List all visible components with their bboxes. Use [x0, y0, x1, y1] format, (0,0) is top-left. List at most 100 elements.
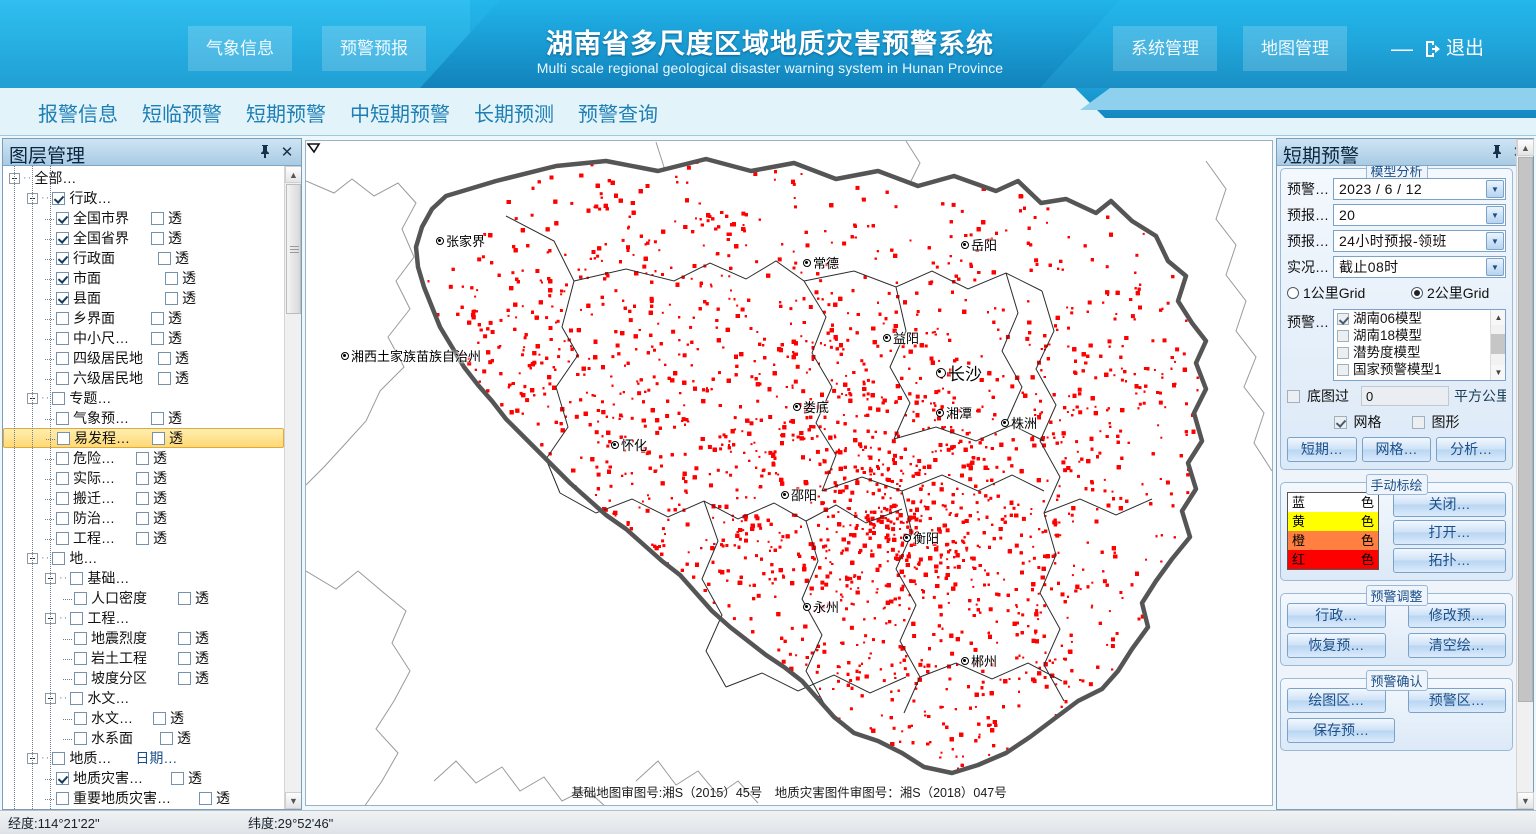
checkbox-icon[interactable]	[136, 471, 149, 485]
restore-warning-button[interactable]: 恢复预…	[1287, 633, 1386, 658]
open-plot-button[interactable]: 打开…	[1393, 520, 1506, 545]
transparency-toggle[interactable]: 透	[160, 728, 191, 748]
layer-tree-row[interactable]: 地质灾害… 透	[3, 768, 284, 788]
administrative-button[interactable]: 行政…	[1287, 603, 1386, 628]
layer-tree-row[interactable]: 人口密度 透	[3, 588, 284, 608]
forecast-type-combo[interactable]: 24小时预报-领班 ▼	[1333, 230, 1506, 252]
close-icon[interactable]: ✕	[280, 144, 294, 161]
grid-button[interactable]: 网格…	[1361, 437, 1432, 462]
layer-tree-row[interactable]: 水系面 透	[3, 728, 284, 748]
layer-tree-row[interactable]: 行政面 透	[3, 248, 284, 268]
transparency-toggle[interactable]: 透	[151, 228, 182, 248]
layer-tree-row[interactable]: 全国市界 透	[3, 208, 284, 228]
checkbox-icon[interactable]	[56, 491, 69, 505]
layer-tree-row[interactable]: 坡度分区 透	[3, 668, 284, 688]
checkbox-icon[interactable]	[56, 271, 69, 285]
checkbox-icon[interactable]	[74, 591, 87, 605]
layer-tree-row[interactable]: 重要地质灾害… 透	[3, 788, 284, 808]
chevron-down-icon[interactable]: ▼	[1486, 206, 1504, 224]
checkbox-icon[interactable]	[57, 431, 70, 445]
transparency-toggle[interactable]: 透	[136, 468, 167, 488]
layer-tree-row[interactable]: 气象预… 透	[3, 408, 284, 428]
checkbox-icon[interactable]	[56, 371, 69, 385]
layer-tree-row[interactable]: 搬迁… 透	[3, 488, 284, 508]
model-list-item[interactable]: 湖南18模型	[1334, 327, 1505, 344]
checkbox-icon[interactable]	[52, 391, 66, 405]
checkbox-icon[interactable]	[171, 771, 184, 785]
transparency-toggle[interactable]: 透	[178, 648, 209, 668]
checkbox-icon[interactable]	[74, 671, 87, 685]
color-legend-row[interactable]: 蓝色	[1288, 493, 1378, 512]
checkbox-icon[interactable]	[136, 531, 149, 545]
pin-icon[interactable]	[256, 144, 274, 162]
checkbox-icon[interactable]	[158, 351, 171, 365]
warning-forecast-button[interactable]: 预警预报	[322, 26, 426, 71]
layer-tree-row[interactable]: 全国省界 透	[3, 228, 284, 248]
checkbox-icon[interactable]	[1337, 346, 1349, 359]
transparency-toggle[interactable]: 透	[178, 588, 209, 608]
map-management-button[interactable]: 地图管理	[1243, 26, 1347, 71]
scroll-up-icon[interactable]: ▲	[285, 166, 301, 183]
pin-icon[interactable]	[1488, 144, 1506, 162]
transparency-toggle[interactable]: 透	[178, 668, 209, 688]
warning-area-button[interactable]: 预警区…	[1407, 688, 1506, 713]
scroll-thumb[interactable]	[286, 184, 301, 314]
chevron-down-icon[interactable]: ▼	[1486, 258, 1504, 276]
transparency-toggle[interactable]: 透	[151, 308, 182, 328]
close-plot-button[interactable]: 关闭…	[1393, 492, 1506, 517]
checkbox-icon[interactable]	[178, 651, 191, 665]
warning-panel-scrollbar[interactable]: ▲ ▼	[1516, 139, 1534, 809]
layer-tree-row[interactable]: 市面 透	[3, 268, 284, 288]
scroll-up-icon[interactable]: ▲	[1491, 310, 1505, 325]
basemap-filter-checkbox[interactable]: 底图过	[1287, 386, 1361, 406]
transparency-toggle[interactable]: 透	[151, 328, 182, 348]
checkbox-icon[interactable]	[56, 411, 69, 425]
layer-tree-row[interactable]: 危险… 透	[3, 448, 284, 468]
layer-tree-row[interactable]: ·· 地质… 日期…	[3, 748, 284, 768]
layer-tree-row[interactable]: ·· 水文…	[3, 688, 284, 708]
checkbox-icon[interactable]	[151, 331, 164, 345]
model-list-scrollbar[interactable]: ▲ ▼	[1490, 310, 1505, 380]
checkbox-icon[interactable]	[56, 771, 69, 785]
transparency-toggle[interactable]: 透	[171, 808, 202, 809]
transparency-toggle[interactable]: 透	[158, 368, 189, 388]
layer-tree-row[interactable]: ·· 全部…	[3, 168, 284, 188]
observation-combo[interactable]: 截止08时 ▼	[1333, 256, 1506, 278]
checkbox-icon[interactable]	[56, 351, 69, 365]
model-list-item[interactable]: 潜势度模型	[1334, 344, 1505, 361]
weather-info-button[interactable]: 气象信息	[188, 26, 292, 71]
tab-4[interactable]: 长期预测	[474, 103, 554, 126]
transparency-toggle[interactable]: 透	[151, 408, 182, 428]
color-legend-row[interactable]: 黄色	[1288, 512, 1378, 531]
minimize-button[interactable]: —	[1391, 36, 1413, 61]
layer-tree-scrollbar[interactable]: ▲ ▼	[284, 166, 301, 809]
checkbox-icon[interactable]	[56, 291, 69, 305]
checkbox-icon[interactable]	[1337, 363, 1349, 376]
transparency-toggle[interactable]: 透	[136, 488, 167, 508]
map-view[interactable]: 张家界 常德 岳阳 湘西土家族苗族自治州 益阳 长沙 怀化 娄底 湘潭 株洲 邵阳 衡阳 永州 郴州 基础…	[305, 140, 1273, 806]
checkbox-icon[interactable]	[56, 511, 69, 525]
checkbox-icon[interactable]	[70, 611, 84, 625]
checkbox-icon[interactable]	[151, 411, 164, 425]
checkbox-icon[interactable]	[160, 731, 173, 745]
layer-tree-row[interactable]: 实际… 透	[3, 468, 284, 488]
modify-warning-button[interactable]: 修改预…	[1407, 603, 1506, 628]
tab-1[interactable]: 短临预警	[142, 103, 222, 126]
scroll-up-icon[interactable]: ▲	[1517, 139, 1534, 156]
transparency-toggle[interactable]: 透	[199, 788, 230, 808]
checkbox-icon[interactable]	[136, 491, 149, 505]
transparency-toggle[interactable]: 透	[178, 628, 209, 648]
checkbox-icon[interactable]	[151, 211, 164, 225]
scroll-thumb[interactable]	[1518, 157, 1533, 702]
tab-3[interactable]: 中短期预警	[350, 103, 450, 126]
analysis-button[interactable]: 分析…	[1436, 437, 1507, 462]
scroll-thumb[interactable]	[1491, 334, 1505, 354]
save-warning-button[interactable]: 保存预…	[1287, 718, 1395, 743]
exit-button[interactable]: 退出	[1424, 26, 1484, 71]
checkbox-icon[interactable]	[56, 791, 69, 805]
layer-tree-row[interactable]: ·· 基础…	[3, 568, 284, 588]
checkbox-icon[interactable]	[56, 531, 69, 545]
clear-plot-button[interactable]: 清空绘…	[1407, 633, 1506, 658]
layer-tree-row[interactable]: 中小尺… 透	[3, 328, 284, 348]
layer-tree-row[interactable]: 县面 透	[3, 288, 284, 308]
